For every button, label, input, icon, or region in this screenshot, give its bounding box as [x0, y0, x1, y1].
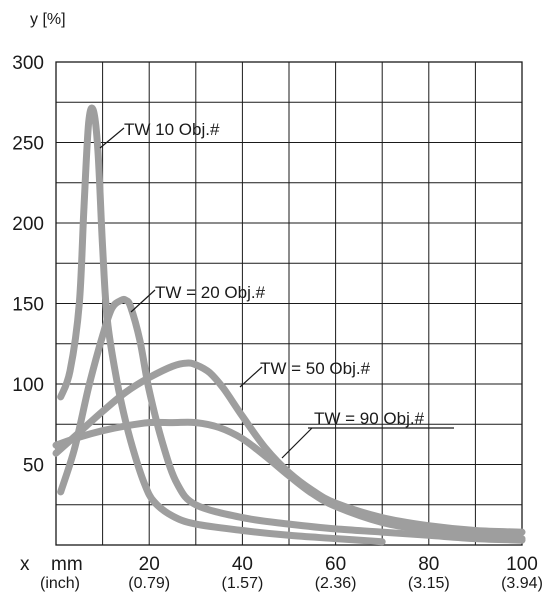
annotation-tw-20-leader — [131, 290, 155, 312]
x-axis-unit-inch: (inch) — [40, 575, 80, 592]
x-tick-label: 80 — [418, 554, 439, 575]
x-tick-label: 20 — [139, 554, 160, 575]
x-tick-label: 60 — [325, 554, 346, 575]
x-tick-label-inch: (1.57) — [222, 575, 264, 592]
y-tick-label: 200 — [12, 214, 44, 235]
annotation-tw-10-label: TW 10 Obj.# — [124, 120, 220, 139]
tick-labels: 50 100 150 200 250 300 20(0.79) 40(1.57) 60(2.36… — [12, 53, 543, 592]
curve-tw-20 — [61, 299, 522, 540]
annotation-tw-10-leader — [100, 128, 124, 148]
y-tick-label: 300 — [12, 53, 44, 74]
x-tick-label-inch: (2.36) — [315, 575, 357, 592]
x-tick-label-inch: (0.79) — [128, 575, 170, 592]
y-tick-label: 100 — [12, 375, 44, 396]
annotation-tw-20-label: TW = 20 Obj.# — [155, 283, 266, 302]
y-axis-label: y [%] — [30, 11, 66, 28]
annotation-tw-50-label: TW = 50 Obj.# — [260, 359, 371, 378]
y-tick-label: 50 — [23, 456, 44, 477]
x-tick-label-inch: (3.15) — [408, 575, 450, 592]
x-axis-unit-mm: mm — [51, 554, 83, 575]
x-tick-label: 100 — [506, 554, 538, 575]
x-axis-letter: x — [20, 554, 30, 575]
y-tick-label: 250 — [12, 134, 44, 155]
annotation-tw-90-label: TW = 90 Obj.# — [314, 409, 425, 428]
annotation-tw-90-leader — [282, 428, 312, 458]
x-tick-label: 40 — [232, 554, 253, 575]
x-tick-label-inch: (3.94) — [501, 575, 543, 592]
y-tick-label: 150 — [12, 295, 44, 316]
